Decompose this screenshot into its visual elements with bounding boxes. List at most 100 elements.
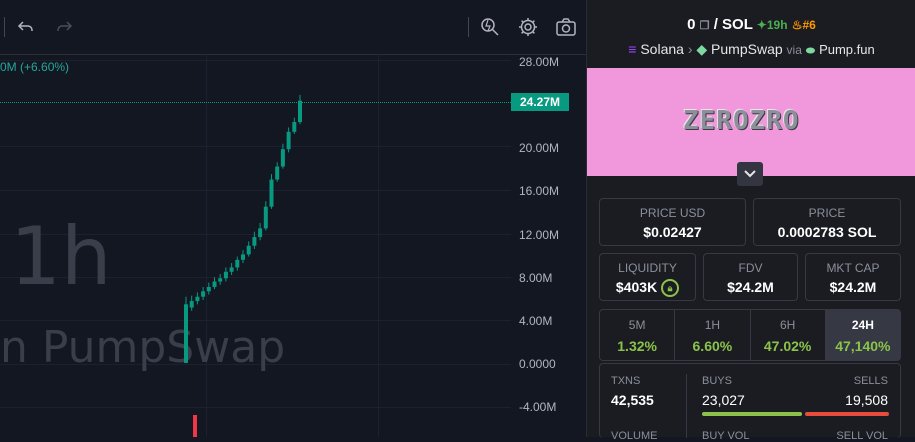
price-sol-label: PRICE: [808, 206, 846, 220]
price-sol-card: PRICE 0.0002783 SOL: [753, 198, 901, 246]
trending-rank: #6: [802, 18, 816, 32]
chevron-down-icon: [744, 165, 756, 183]
candle-body: [263, 206, 268, 229]
fdv-value: $24.2M: [727, 279, 774, 295]
candle-body: [298, 100, 302, 123]
divider: [686, 374, 687, 438]
pair-base: 0: [687, 16, 696, 33]
price-usd-label: PRICE USD: [639, 206, 706, 220]
tab-24h[interactable]: 24H 47,140%: [825, 310, 900, 360]
price-usd-card: PRICE USD $0.02427: [599, 198, 746, 246]
buys-label: BUYS: [702, 375, 732, 387]
redo-icon[interactable]: [52, 15, 76, 39]
tab-change-value: 6.60%: [692, 338, 733, 354]
price-usd-value: $0.02427: [643, 224, 702, 240]
y-tick-label: 0.0000: [519, 357, 556, 371]
candle-body: [229, 267, 234, 272]
solana-icon: ≡: [628, 41, 637, 57]
transactions-block: TXNS 42,535 BUYS 23,027 SELLS 19,508 VOL…: [599, 363, 901, 442]
indicator-search-icon[interactable]: [478, 15, 502, 39]
y-tick-label: -4.00M: [519, 400, 557, 414]
interval-watermark: 1h: [10, 210, 112, 303]
candlestick-series: [184, 94, 302, 437]
tab-label: 6H: [779, 318, 796, 332]
flame-icon: ♨: [791, 18, 803, 32]
grid-line: [206, 54, 207, 437]
chain-link[interactable]: Solana: [640, 41, 684, 57]
candle-body: [258, 228, 263, 238]
volume-label: VOLUME: [611, 430, 658, 442]
dex-link[interactable]: PumpSwap: [711, 41, 783, 57]
current-price-line: [0, 102, 511, 103]
candle-body: [280, 149, 285, 167]
grid-line: [378, 54, 379, 437]
pair-header: 0 ❐ / SOL ✦19h ♨#6: [587, 16, 915, 33]
grid-line: [0, 407, 511, 408]
via-label: via: [786, 43, 802, 57]
tab-change-value: 1.32%: [617, 338, 657, 354]
tab-change-value: 47.02%: [763, 338, 812, 354]
liquidity-value-row: $403K 🔒︎: [600, 279, 695, 298]
y-tick-label: 28.00M: [519, 55, 560, 69]
mktcap-value: $24.2M: [829, 279, 877, 295]
liquidity-label: LIQUIDITY: [618, 261, 677, 275]
settings-icon[interactable]: [516, 15, 540, 39]
tab-1h[interactable]: 1H 6.60%: [675, 310, 751, 360]
liquidity-value: $403K: [615, 279, 658, 295]
candle-body: [195, 296, 200, 302]
launchpad-link[interactable]: Pump.fun: [819, 42, 875, 57]
chart-area[interactable]: 0M (+6.60%) 1h n PumpSwap 28.00M 20.00M …: [0, 0, 586, 437]
grid-line: [0, 364, 511, 365]
candle-body: [269, 179, 274, 207]
price-change-text: 0M (+6.60%): [0, 60, 70, 74]
volume-bar: [193, 415, 197, 437]
grid-line: [0, 234, 511, 235]
grid-line: [0, 190, 511, 191]
fdv-label: FDV: [738, 261, 763, 275]
tab-label: 1H: [704, 318, 721, 332]
chevron-right-icon: ›: [687, 41, 693, 57]
tab-label: 24H: [851, 318, 874, 332]
screenshot-icon[interactable]: [554, 15, 578, 39]
current-price-tag: 24.27M: [511, 93, 569, 111]
sells-label: SELLS: [853, 375, 888, 387]
y-tick-label: 20.00M: [519, 141, 560, 155]
toolbar-separator: [4, 17, 5, 37]
y-tick-label: 4.00M: [519, 314, 553, 328]
candle-body: [206, 286, 211, 292]
price-sol-value: 0.0002783 SOL: [777, 224, 877, 240]
sprout-icon: ✦: [756, 18, 767, 32]
candle-body: [246, 245, 251, 255]
pumpswap-icon: ◆: [696, 41, 708, 57]
buys-value: 23,027: [702, 392, 745, 408]
buys-ratio-bar: [702, 412, 802, 416]
tab-5m[interactable]: 5M 1.32%: [600, 310, 676, 360]
candle-body: [218, 278, 223, 282]
tab-change-value: 47,140%: [835, 338, 891, 354]
mktcap-card: MKT CAP $24.2M: [805, 253, 901, 301]
pair-quote: SOL: [722, 16, 753, 33]
copy-icon[interactable]: ❐: [699, 20, 710, 32]
y-tick-label: 12.00M: [519, 228, 560, 242]
expand-banner-button[interactable]: [737, 162, 763, 186]
candle-body: [286, 131, 291, 150]
pair-age: 19h: [766, 18, 788, 32]
y-tick-label: 16.00M: [519, 184, 560, 198]
lock-icon[interactable]: 🔒︎: [661, 279, 680, 298]
candle-body: [292, 122, 297, 132]
candle-body: [241, 254, 245, 260]
candle-body: [235, 259, 240, 268]
candle-body: [201, 291, 206, 297]
tab-label: 5M: [628, 318, 646, 332]
sell-vol-label: SELL VOL: [836, 430, 888, 442]
tab-6h[interactable]: 6H 47.02%: [751, 310, 826, 360]
candle-body: [223, 271, 228, 279]
exchange-watermark: n PumpSwap: [0, 322, 286, 373]
undo-icon[interactable]: [14, 15, 38, 39]
candle-body: [189, 301, 194, 308]
buy-vol-label: BUY VOL: [702, 430, 750, 442]
pill-icon: ⬬: [805, 45, 816, 57]
y-tick-label: 8.00M: [519, 271, 553, 285]
mktcap-label: MKT CAP: [826, 261, 880, 275]
token-info-panel: 0 ❐ / SOL ✦19h ♨#6 ≡ Solana › ◆ PumpSwap…: [586, 0, 915, 442]
